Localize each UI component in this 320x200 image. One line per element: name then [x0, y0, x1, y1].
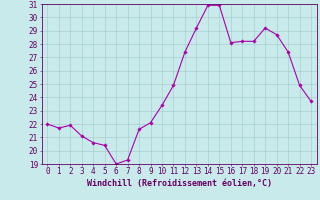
X-axis label: Windchill (Refroidissement éolien,°C): Windchill (Refroidissement éolien,°C): [87, 179, 272, 188]
